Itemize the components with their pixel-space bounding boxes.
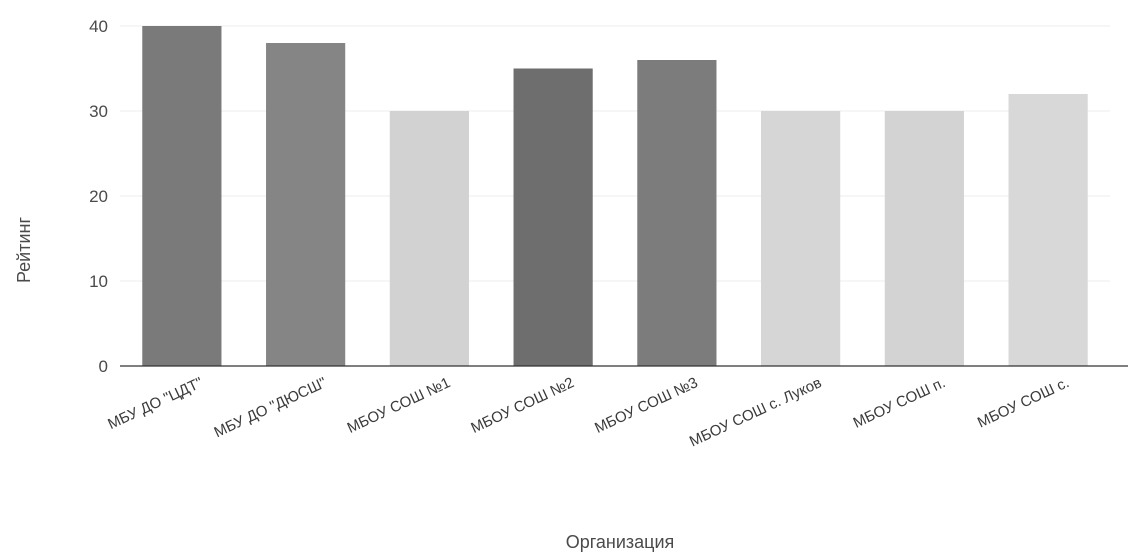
bar xyxy=(761,111,841,366)
x-tick-label: МБУ ДО "ЦДТ" xyxy=(105,374,205,433)
x-axis-ticks: МБУ ДО "ЦДТ" МБУ ДО "ДЮСШ" МБОУ СОШ №1 МБОУ… xyxy=(105,374,1072,450)
bar xyxy=(142,26,222,366)
y-tick-label: 20 xyxy=(89,187,108,206)
x-tick-label: МБОУ СОШ с. Луков xyxy=(687,374,824,450)
x-tick-label: МБОУ СОШ №3 xyxy=(592,374,700,437)
x-tick-label: МБОУ СОШ с. xyxy=(975,374,1072,431)
y-tick-label: 10 xyxy=(89,272,108,291)
x-tick-label: МБУ ДО "ДЮСШ" xyxy=(212,374,330,441)
bar xyxy=(884,111,964,366)
bar xyxy=(513,68,593,366)
y-tick-label: 40 xyxy=(89,17,108,36)
y-tick-label: 0 xyxy=(99,357,108,376)
bar xyxy=(389,111,469,366)
x-tick-label: МБОУ СОШ п. xyxy=(851,374,948,431)
bar xyxy=(266,43,346,366)
x-tick-label: МБОУ СОШ №2 xyxy=(468,374,576,437)
x-axis-title: Организация xyxy=(566,532,675,552)
y-axis-ticks: 0 10 20 30 40 xyxy=(89,17,108,376)
y-axis-title: Рейтинг xyxy=(14,217,34,284)
y-tick-label: 30 xyxy=(89,102,108,121)
bar xyxy=(1008,94,1088,366)
bars xyxy=(142,26,1088,366)
x-tick-label: МБОУ СОШ №1 xyxy=(345,374,453,437)
bar xyxy=(637,60,717,366)
